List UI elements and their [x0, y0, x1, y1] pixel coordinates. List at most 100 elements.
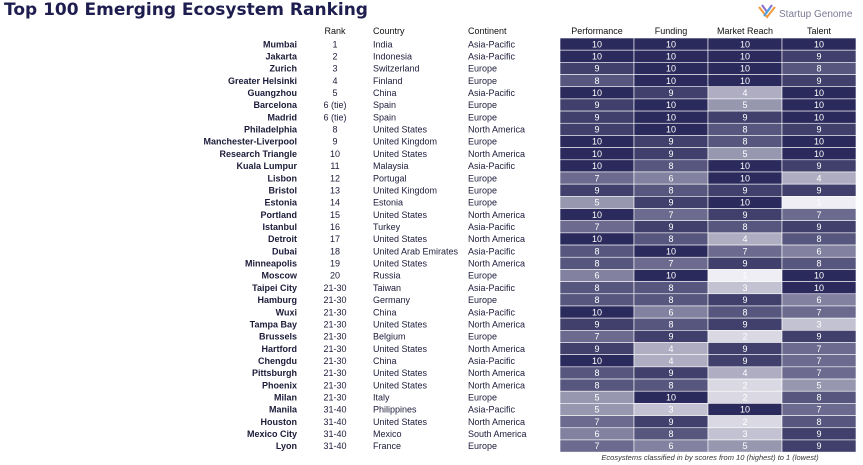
country-label: China [373, 88, 397, 98]
score-label: 9 [594, 112, 599, 122]
score-label: 5 [594, 393, 599, 403]
score-label: 9 [594, 125, 599, 135]
country-label: Mexico [373, 429, 402, 439]
continent-label: Asia-Pacific [468, 51, 516, 61]
score-label: 10 [814, 39, 824, 49]
ecosystem-label: Pittsburgh [252, 368, 297, 378]
rank-label: 18 [330, 246, 340, 256]
continent-label: North America [468, 125, 525, 135]
score-label: 9 [668, 88, 673, 98]
ecosystem-label: Manila [269, 405, 298, 415]
score-label: 10 [740, 64, 750, 74]
country-label: Spain [373, 100, 396, 110]
continent-label: North America [468, 417, 525, 427]
rank-label: 13 [330, 185, 340, 195]
rank-label: 15 [330, 210, 340, 220]
score-label: 9 [594, 185, 599, 195]
score-label: 10 [740, 173, 750, 183]
header-funding: Funding [654, 26, 688, 36]
country-label: United States [373, 125, 428, 135]
score-label: 7 [668, 259, 673, 269]
score-label: 9 [816, 222, 821, 232]
score-label: 9 [816, 185, 821, 195]
score-label: 3 [742, 283, 747, 293]
continent-label: North America [468, 149, 525, 159]
score-label: 7 [742, 246, 747, 256]
rank-label: 1 [332, 39, 337, 49]
score-label: 10 [666, 100, 676, 110]
ecosystem-label: Estonia [264, 198, 298, 208]
score-label: 9 [816, 429, 821, 439]
score-label: 8 [668, 161, 673, 171]
score-label: 7 [594, 441, 599, 451]
score-label: 8 [668, 295, 673, 305]
continent-label: North America [468, 368, 525, 378]
rank-label: 21-30 [323, 356, 346, 366]
continent-label: Asia-Pacific [468, 39, 516, 49]
score-label: 10 [814, 88, 824, 98]
score-label: 5 [742, 100, 747, 110]
footnote: Ecosystems classified in by scores from … [601, 453, 819, 462]
score-label: 9 [816, 51, 821, 61]
score-label: 10 [666, 64, 676, 74]
rank-label: 14 [330, 198, 340, 208]
ecosystem-label: Zurich [269, 64, 297, 74]
logo-text: Startup Genome [779, 8, 853, 20]
ecosystem-label: Wuxi [276, 307, 297, 317]
score-label: 9 [594, 344, 599, 354]
country-label: France [373, 441, 401, 451]
score-label: 7 [594, 222, 599, 232]
score-label: 10 [666, 271, 676, 281]
continent-label: Europe [468, 441, 497, 451]
ecosystem-label: Bristol [268, 185, 297, 195]
score-label: 9 [594, 319, 599, 329]
country-label: Taiwan [373, 283, 401, 293]
ecosystem-label: Manchester-Liverpool [203, 137, 297, 147]
rank-label: 5 [332, 88, 337, 98]
score-label: 8 [668, 319, 673, 329]
ecosystem-label: Detroit [268, 234, 297, 244]
score-label: 10 [740, 161, 750, 171]
continent-label: Europe [468, 332, 497, 342]
score-label: 8 [742, 307, 747, 317]
score-label: 1 [742, 271, 747, 281]
score-label: 8 [668, 283, 673, 293]
ecosystem-label: Hamburg [257, 295, 297, 305]
country-label: Spain [373, 112, 396, 122]
continent-label: Europe [468, 393, 497, 403]
rank-label: 20 [330, 271, 340, 281]
score-label: 5 [742, 149, 747, 159]
score-label: 5 [594, 198, 599, 208]
score-label: 8 [594, 246, 599, 256]
ecosystem-label: Lyon [276, 441, 297, 451]
continent-label: Asia-Pacific [468, 246, 516, 256]
score-label: 9 [742, 210, 747, 220]
ecosystem-label: Brussels [259, 332, 297, 342]
score-label: 10 [666, 125, 676, 135]
score-label: 6 [594, 271, 599, 281]
continent-label: Asia-Pacific [468, 222, 516, 232]
ecosystem-label: Jakarta [265, 51, 298, 61]
rank-label: 21-30 [323, 332, 346, 342]
score-label: 9 [668, 417, 673, 427]
score-label: 4 [742, 88, 747, 98]
score-label: 8 [816, 417, 821, 427]
country-label: United States [373, 259, 428, 269]
continent-label: North America [468, 259, 525, 269]
score-label: 9 [742, 295, 747, 305]
ecosystem-label: Philadelphia [244, 125, 298, 135]
score-label: 8 [594, 283, 599, 293]
score-label: 8 [742, 125, 747, 135]
score-label: 9 [668, 332, 673, 342]
score-label: 2 [742, 332, 747, 342]
score-label: 1 [816, 198, 821, 208]
ecosystem-label: Barcelona [253, 100, 298, 110]
score-label: 9 [668, 368, 673, 378]
score-label: 10 [666, 393, 676, 403]
rank-label: 21-30 [323, 307, 346, 317]
rank-label: 21-30 [323, 295, 346, 305]
rank-label: 21-30 [323, 283, 346, 293]
continent-label: Asia-Pacific [468, 405, 516, 415]
continent-label: Europe [468, 271, 497, 281]
ecosystem-label: Dubai [272, 246, 297, 256]
